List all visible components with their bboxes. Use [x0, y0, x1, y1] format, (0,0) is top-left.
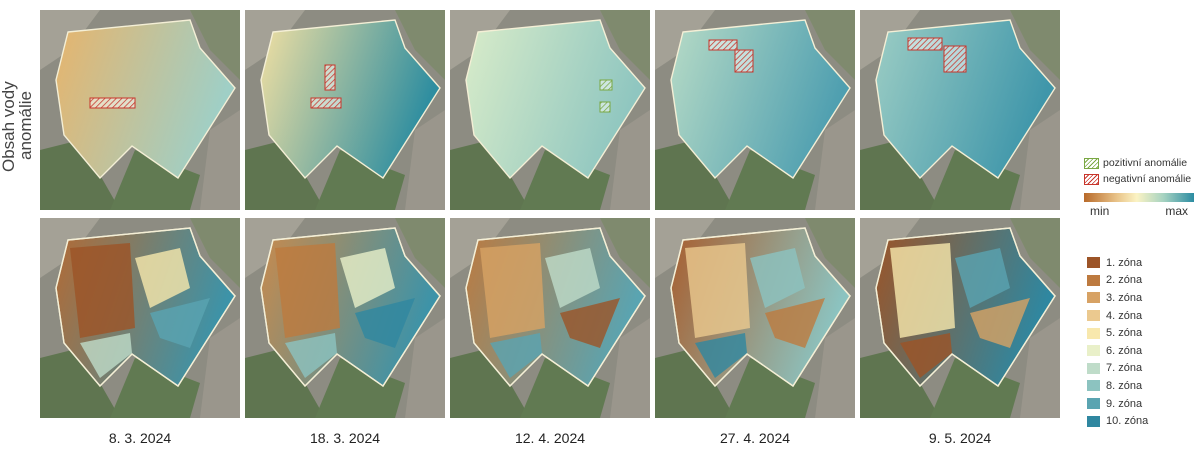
zones-legend: 1. zóna 2. zóna 3. zóna 4. zóna 5. zóna … — [1087, 254, 1148, 430]
zone-swatch — [1087, 380, 1100, 392]
anomaly-area — [708, 39, 738, 51]
scale-min-label: min — [1090, 204, 1110, 218]
anomaly-area — [599, 79, 613, 91]
zone-patch — [340, 248, 395, 308]
zone-patch — [80, 333, 132, 378]
map-panel-bottom-1 — [40, 218, 240, 418]
zone-swatch — [1087, 345, 1100, 357]
field-polygon — [260, 19, 441, 180]
zone-label: 5. zóna — [1106, 327, 1143, 340]
zone-swatch — [1087, 362, 1100, 374]
zone-patch — [490, 333, 542, 378]
zone-patch — [285, 333, 337, 378]
row-label-line2: anomálie — [16, 91, 35, 160]
zone-swatch — [1087, 310, 1100, 322]
legend-positive-label: pozitivní anomálie — [1103, 157, 1188, 169]
zone-label: 6. zóna — [1106, 344, 1143, 357]
zone-label: 1. zóna — [1106, 256, 1143, 269]
legend-negative-label: negativní anomálie — [1103, 173, 1192, 185]
zone-patch — [970, 298, 1030, 348]
row-label: Obsah vody anomálie — [0, 10, 36, 215]
zone-label: 8. zóna — [1106, 379, 1143, 392]
map-panel-top-3 — [450, 10, 650, 210]
zone-label: 9. zóna — [1106, 397, 1143, 410]
date-label-5: 9. 5. 2024 — [928, 430, 992, 446]
zone-patch — [150, 298, 210, 348]
zone-legend-item: 7. zóna — [1087, 360, 1148, 378]
date-label-3: 12. 4. 2024 — [514, 430, 586, 446]
map-panel-top-2 — [245, 10, 445, 210]
zone-swatch — [1087, 292, 1100, 304]
anomaly-area — [324, 64, 336, 91]
map-panel-top-5 — [860, 10, 1060, 210]
map-panel-bottom-4 — [655, 218, 855, 418]
anomaly-legend: pozitivní anomálie negativní anomálie — [1084, 155, 1191, 187]
zone-patch — [275, 243, 340, 338]
zone-label: 2. zóna — [1106, 274, 1143, 287]
map-panel-top-4 — [655, 10, 855, 210]
zone-label: 7. zóna — [1106, 362, 1143, 375]
date-label-2: 18. 3. 2024 — [309, 430, 381, 446]
zone-patch — [750, 248, 805, 308]
zone-legend-item: 6. zóna — [1087, 342, 1148, 360]
zone-patch — [355, 298, 415, 348]
map-panel-bottom-5 — [860, 218, 1060, 418]
anomaly-area — [734, 49, 754, 73]
field-polygon — [55, 19, 236, 180]
anomaly-area — [310, 97, 342, 109]
zone-legend-item: 3. zóna — [1087, 289, 1148, 307]
zone-label: 3. zóna — [1106, 291, 1143, 304]
zone-patch — [135, 248, 190, 308]
field-polygon — [875, 19, 1056, 180]
row-label-line1: Obsah vody — [0, 81, 18, 172]
field-polygon — [670, 19, 851, 180]
zone-legend-item: 2. zóna — [1087, 272, 1148, 290]
color-scale-bar — [1084, 193, 1194, 202]
zone-legend-item: 5. zóna — [1087, 324, 1148, 342]
legend-negative-anomaly: negativní anomálie — [1084, 171, 1191, 187]
zone-patch — [900, 333, 952, 378]
zone-patch — [765, 298, 825, 348]
zone-legend-item: 4. zóna — [1087, 307, 1148, 325]
date-label-1: 8. 3. 2024 — [108, 430, 172, 446]
zone-patch — [955, 248, 1010, 308]
zone-label: 4. zóna — [1106, 309, 1143, 322]
zone-swatch — [1087, 257, 1100, 269]
zone-patch — [545, 248, 600, 308]
zone-legend-item: 1. zóna — [1087, 254, 1148, 272]
zone-patch — [695, 333, 747, 378]
zone-patch — [890, 243, 955, 338]
color-scale-legend: min max — [1084, 193, 1194, 218]
map-panel-top-1 — [40, 10, 240, 210]
anomaly-area — [943, 45, 967, 73]
map-panel-bottom-3 — [450, 218, 650, 418]
negative-hatch-swatch — [1084, 173, 1099, 185]
legend-positive-anomaly: pozitivní anomálie — [1084, 155, 1191, 171]
date-label-4: 27. 4. 2024 — [719, 430, 791, 446]
zone-patch — [70, 243, 135, 338]
zone-patch — [685, 243, 750, 338]
zone-legend-item: 9. zóna — [1087, 395, 1148, 413]
anomaly-area — [599, 101, 611, 113]
positive-hatch-swatch — [1084, 157, 1099, 169]
field-polygon — [465, 19, 646, 180]
scale-max-label: max — [1165, 204, 1188, 218]
zone-label: 10. zóna — [1106, 415, 1149, 428]
map-panel-bottom-2 — [245, 218, 445, 418]
zone-swatch — [1087, 274, 1100, 286]
anomaly-area — [907, 37, 943, 51]
zone-swatch — [1087, 327, 1100, 339]
zone-patch — [560, 298, 620, 348]
anomaly-area — [89, 97, 136, 109]
zone-swatch — [1087, 415, 1100, 427]
zone-patch — [480, 243, 545, 338]
zone-legend-item: 8. zóna — [1087, 377, 1148, 395]
zone-legend-item: 10. zóna — [1087, 412, 1148, 430]
zone-swatch — [1087, 398, 1100, 410]
